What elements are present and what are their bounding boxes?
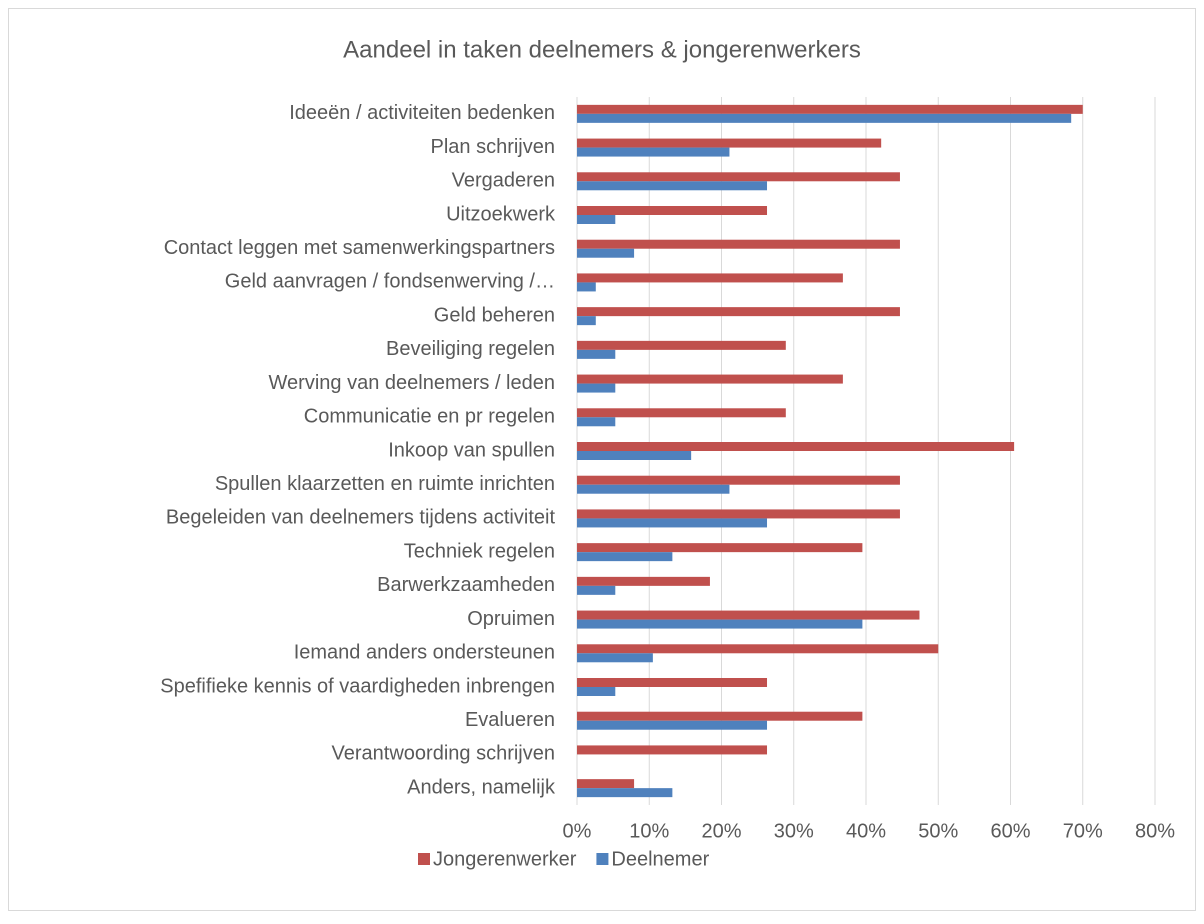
legend-swatch — [596, 853, 609, 865]
x-tick-label: 80% — [1135, 820, 1175, 842]
legend-label: Jongerenwerker — [433, 848, 577, 870]
bar — [577, 484, 730, 494]
x-tick-label: 40% — [846, 820, 886, 842]
y-tick-label: Beveiliging regelen — [386, 338, 555, 360]
bar — [577, 349, 616, 359]
bar — [577, 206, 768, 215]
bar — [577, 576, 710, 586]
bar — [577, 172, 900, 182]
y-tick-label: Opruimen — [467, 608, 555, 630]
x-tick-label: 70% — [1063, 820, 1103, 842]
y-tick-label: Vergaderen — [452, 170, 555, 192]
x-tick-label: 60% — [990, 820, 1030, 842]
bar — [577, 644, 939, 654]
y-tick-label: Inkoop van spullen — [388, 439, 555, 461]
bar — [577, 610, 920, 620]
bar — [577, 340, 786, 350]
bar — [577, 711, 863, 721]
bar — [577, 585, 616, 595]
bar — [577, 451, 692, 460]
bar — [577, 678, 768, 687]
y-tick-label: Begeleiden van deelnemers tijdens activi… — [166, 507, 556, 529]
bar — [577, 509, 900, 519]
bar — [577, 282, 596, 292]
bar — [577, 475, 900, 485]
x-tick-label: 50% — [918, 820, 958, 842]
bar — [577, 215, 616, 224]
bar — [577, 383, 616, 393]
bar — [577, 181, 768, 191]
bar — [577, 779, 635, 789]
y-tick-label: Spefifieke kennis of vaardigheden inbren… — [160, 675, 555, 697]
bar — [577, 653, 653, 663]
bar — [577, 408, 786, 418]
bar — [577, 518, 768, 528]
legend-label: Deelnemer — [611, 848, 709, 870]
y-tick-label: Iemand anders ondersteunen — [294, 642, 555, 664]
y-tick-label: Evalueren — [465, 709, 555, 731]
bar — [577, 788, 673, 798]
legend-swatch — [418, 853, 430, 865]
y-tick-label: Barwerkzaamheden — [377, 574, 555, 596]
x-tick-label: 30% — [774, 820, 814, 842]
y-tick-label: Techniek regelen — [404, 540, 555, 562]
bar — [577, 374, 843, 384]
y-tick-label: Verantwoording schrijven — [332, 743, 555, 765]
bar — [577, 239, 900, 249]
bar — [577, 273, 843, 283]
x-tick-label: 0% — [563, 820, 592, 842]
bar — [577, 442, 1015, 451]
bar — [577, 619, 863, 629]
bar — [577, 543, 863, 553]
x-tick-label: 20% — [701, 820, 741, 842]
bar — [577, 138, 882, 148]
bar — [577, 745, 768, 755]
bar — [577, 316, 596, 326]
y-tick-label: Plan schrijven — [430, 136, 555, 158]
bar — [577, 248, 635, 258]
bar — [577, 307, 900, 317]
bar — [577, 104, 1083, 114]
y-tick-label: Geld beheren — [434, 304, 555, 326]
bar — [577, 552, 673, 562]
y-tick-label: Werving van deelnemers / leden — [269, 372, 555, 394]
bar — [577, 720, 768, 730]
y-tick-label: Uitzoekwerk — [446, 203, 556, 225]
bar — [577, 147, 730, 157]
y-tick-label: Ideeën / activiteiten bedenken — [289, 102, 555, 124]
y-tick-label: Geld aanvragen / fondsenwerving /… — [225, 271, 555, 293]
y-tick-label: Communicatie en pr regelen — [304, 406, 555, 428]
chart-title: Aandeel in taken deelnemers & jongerenwe… — [343, 36, 861, 63]
x-tick-label: 10% — [629, 820, 669, 842]
bar — [577, 417, 616, 427]
bar — [577, 113, 1072, 123]
y-tick-label: Spullen klaarzetten en ruimte inrichten — [215, 473, 555, 495]
y-tick-label: Anders, namelijk — [407, 776, 556, 798]
y-tick-label: Contact leggen met samenwerkingspartners — [164, 237, 555, 259]
bar — [577, 687, 616, 696]
